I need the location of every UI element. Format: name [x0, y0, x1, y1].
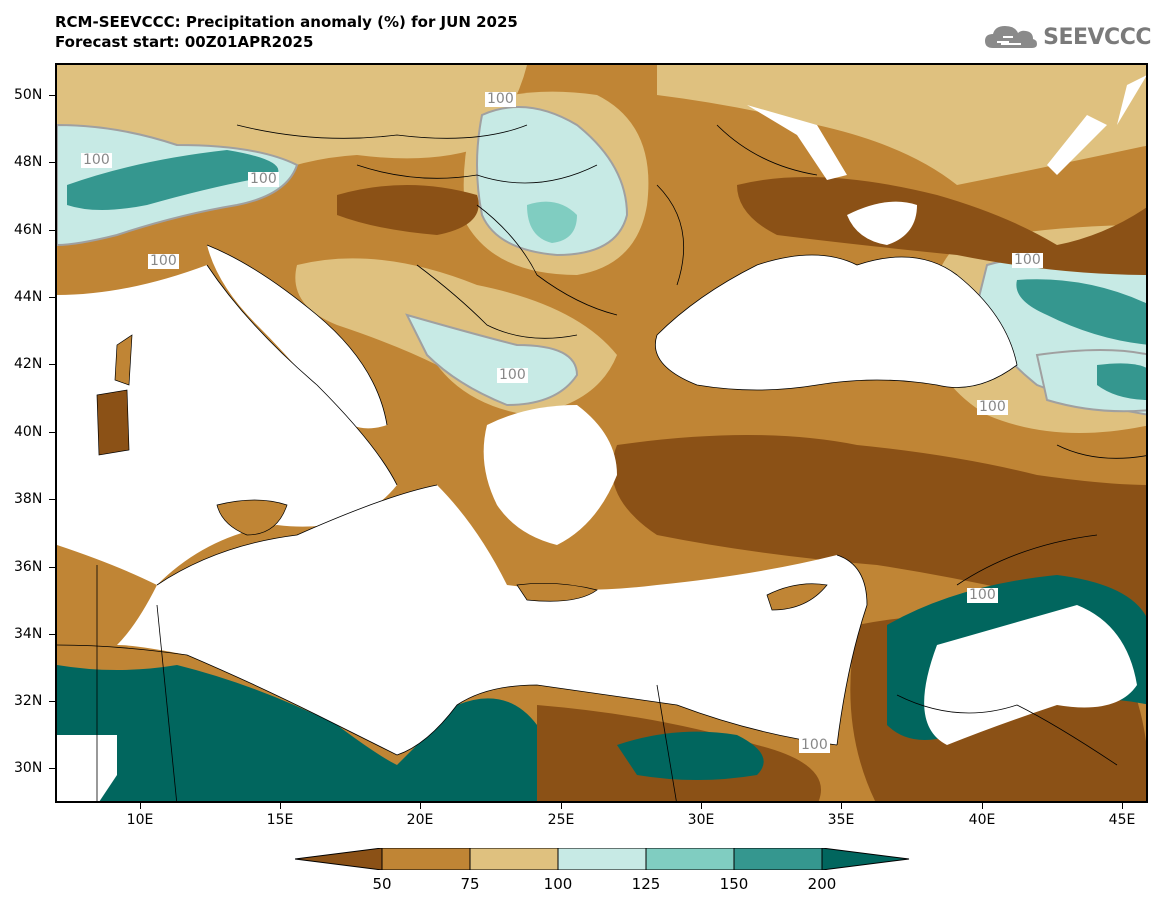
anomaly-fill-cyan-serbia	[405, 313, 579, 407]
contour-label: 100	[248, 171, 279, 187]
lat-label: 40N	[14, 424, 43, 440]
mediterranean-sea	[117, 485, 867, 755]
lat-label: 36N	[14, 559, 43, 575]
lat-tick	[49, 701, 55, 702]
map-title: RCM-SEEVCCC: Precipitation anomaly (%) f…	[55, 13, 518, 31]
colorbar-label: 100	[543, 875, 573, 893]
map-panel: 100 100 100 100 100 100 100 100 100	[55, 63, 1148, 803]
lat-label: 32N	[14, 693, 43, 709]
lon-label: 35E	[827, 812, 855, 828]
anomaly-fill-white-levant	[924, 605, 1137, 745]
lat-label: 44N	[14, 289, 43, 305]
lon-tick	[982, 803, 983, 809]
anomaly-fill-cyan-romania	[476, 106, 629, 257]
missing-data-streak	[747, 105, 847, 180]
sicily	[216, 499, 288, 536]
lat-tick	[49, 499, 55, 500]
contour-label: 100	[485, 91, 516, 107]
colorbar-label: 200	[807, 875, 837, 893]
lon-label: 30E	[687, 812, 715, 828]
black-sea	[655, 255, 1017, 390]
sardinia	[96, 389, 130, 456]
colorbar-label: 50	[372, 875, 392, 893]
colorbar-label: 75	[460, 875, 480, 893]
lat-tick	[49, 230, 55, 231]
anomaly-fill-light-northeast	[657, 65, 1146, 185]
tyrrhenian-sea	[57, 265, 397, 585]
contour-label: 100	[967, 587, 998, 603]
forecast-start: Forecast start: 00Z01APR2025	[55, 33, 314, 51]
lon-tick	[701, 803, 702, 809]
lat-label: 34N	[14, 626, 43, 642]
logo-text: SEEVCCC	[1043, 24, 1151, 50]
lon-label: 45E	[1108, 812, 1136, 828]
contour-label: 100	[1012, 252, 1043, 268]
adriatic-sea	[207, 245, 387, 429]
anomaly-fill-teal-caucasus	[1016, 279, 1146, 345]
missing-data-streak-2	[1047, 115, 1107, 175]
title-block: RCM-SEEVCCC: Precipitation anomaly (%) f…	[55, 12, 518, 52]
missing-data-streak-3	[1117, 75, 1146, 125]
contour-label: 100	[148, 253, 179, 269]
lon-label: 25E	[547, 812, 575, 828]
lat-tick	[49, 297, 55, 298]
colorbar-label: 150	[719, 875, 749, 893]
aegean-sea	[483, 405, 617, 545]
lat-tick	[49, 634, 55, 635]
lat-label: 50N	[14, 87, 43, 103]
lat-tick	[49, 567, 55, 568]
corsica	[114, 334, 133, 386]
lon-tick	[841, 803, 842, 809]
lon-label: 15E	[266, 812, 294, 828]
colorbar-segment	[821, 848, 910, 870]
anomaly-fill-dark-anatolia	[612, 435, 1146, 624]
anomaly-map	[57, 65, 1146, 801]
colorbar	[295, 848, 910, 870]
colorbar-segment	[557, 848, 647, 870]
lon-tick	[420, 803, 421, 809]
anomaly-fill-teal-georgia2	[1097, 363, 1146, 400]
contour-label: 100	[977, 399, 1008, 415]
lon-tick	[561, 803, 562, 809]
colorbar-label: 125	[631, 875, 661, 893]
contour-label: 100	[497, 367, 528, 383]
lat-label: 38N	[14, 491, 43, 507]
anomaly-fill-teal-egypt	[617, 731, 764, 780]
colorbar-segment	[381, 848, 471, 870]
lat-label: 30N	[14, 760, 43, 776]
anomaly-fill-teal-romania	[527, 201, 577, 243]
colorbar-segment	[645, 848, 735, 870]
boundary-lines	[57, 124, 1146, 801]
colorbar-segment	[733, 848, 823, 870]
anomaly-fill-white-libya	[57, 735, 117, 801]
colorbar-segment	[295, 848, 383, 870]
cloud-icon	[985, 26, 1038, 48]
seevccc-logo: SEEVCCC	[983, 22, 1151, 52]
colorbar-segment	[469, 848, 559, 870]
lon-tick	[280, 803, 281, 809]
lat-tick	[49, 162, 55, 163]
contour-label: 100	[799, 737, 830, 753]
anomaly-fill-teal-alps	[67, 150, 279, 210]
lat-label: 42N	[14, 356, 43, 372]
anomaly-fill-dark-eastukraine	[737, 177, 1146, 275]
azov-sea	[847, 201, 917, 245]
lat-tick	[49, 364, 55, 365]
lon-tick	[1122, 803, 1123, 809]
cyprus	[766, 583, 828, 611]
contour-label: 100	[81, 152, 112, 168]
lat-tick	[49, 95, 55, 96]
lon-label: 20E	[406, 812, 434, 828]
lat-label: 48N	[14, 154, 43, 170]
lat-label: 46N	[14, 222, 43, 238]
lon-label: 10E	[126, 812, 154, 828]
lon-tick	[140, 803, 141, 809]
anomaly-fill-dark-hungary	[337, 185, 479, 235]
lat-tick	[49, 768, 55, 769]
anomaly-fill-teal-libya	[57, 665, 537, 801]
lat-tick	[49, 432, 55, 433]
crete	[516, 583, 598, 602]
lon-label: 40E	[968, 812, 996, 828]
